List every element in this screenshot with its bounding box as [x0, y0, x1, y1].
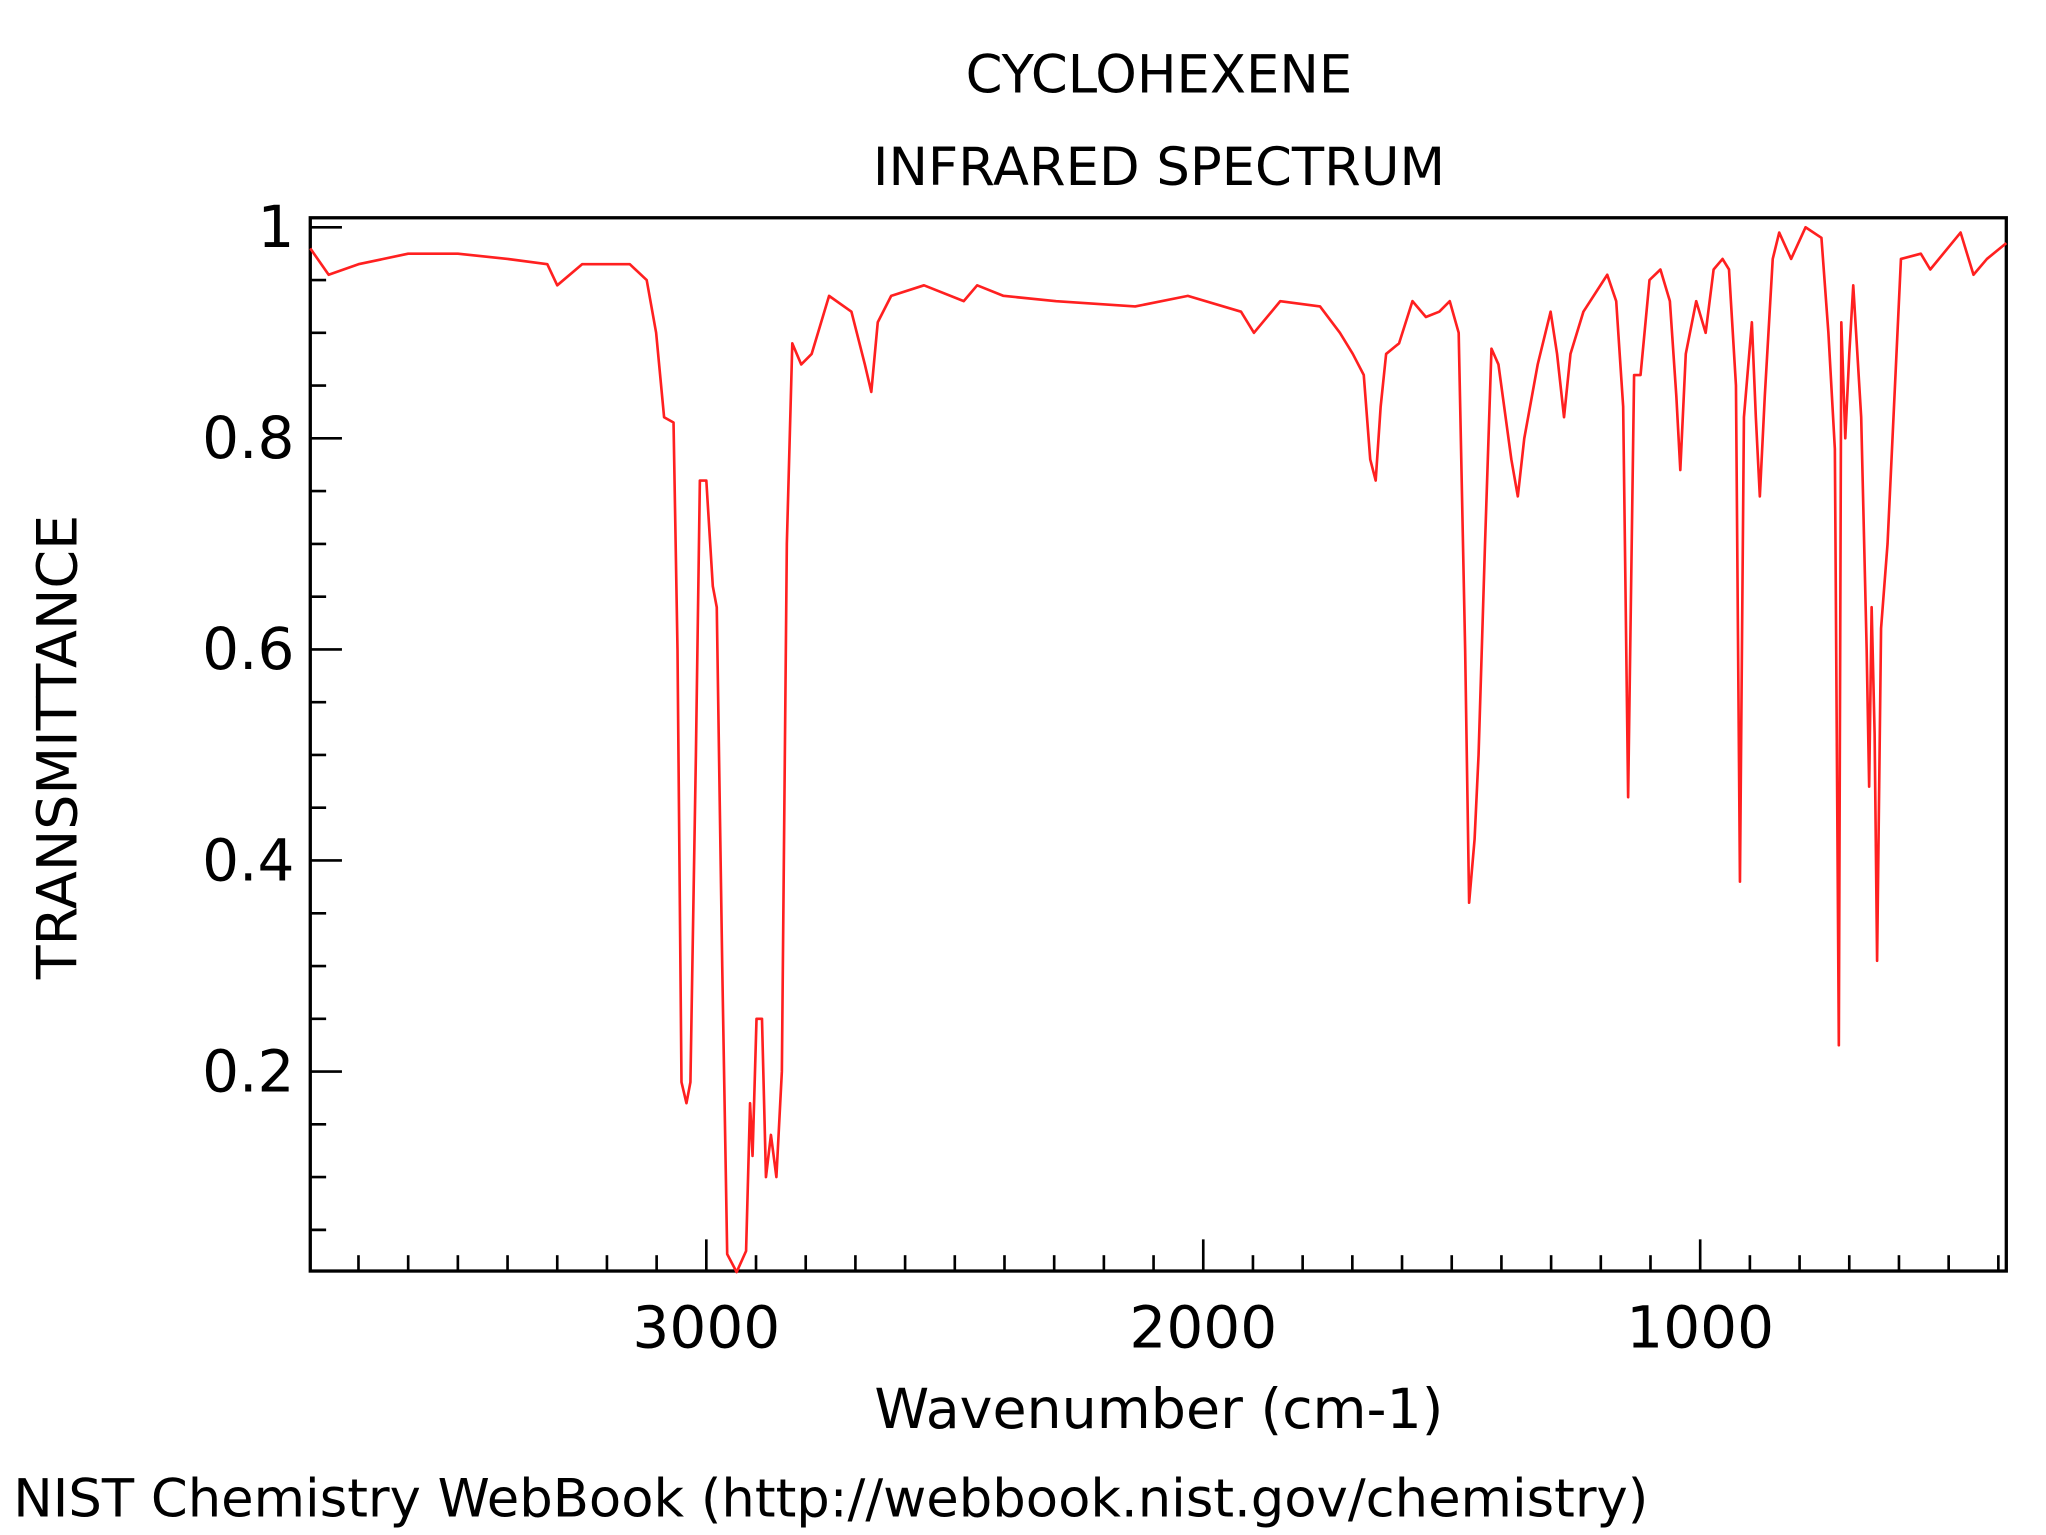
x-tick-label: 1000: [1626, 1294, 1774, 1362]
y-tick-label: 0.2: [202, 1037, 294, 1105]
y-tick-label: 0.6: [202, 615, 294, 683]
chart-subtitle: INFRARED SPECTRUM: [873, 137, 1445, 198]
x-tick-label: 3000: [632, 1294, 780, 1362]
y-tick-label: 0.4: [202, 826, 294, 894]
footer: NIST Chemistry WebBook (http://webbook.n…: [13, 1469, 1648, 1530]
x-tick-label: 2000: [1129, 1294, 1277, 1362]
chart-title: CYCLOHEXENE: [966, 44, 1353, 105]
x-axis-label: Wavenumber (cm-1): [874, 1378, 1443, 1442]
y-tick-label: 0.8: [202, 404, 294, 472]
y-axis-label: TRANSMITTANCE: [27, 515, 91, 980]
y-tick-label: 1: [257, 193, 294, 261]
spectrum-line: [309, 225, 2008, 1274]
plot-frame: [308, 216, 2008, 1273]
